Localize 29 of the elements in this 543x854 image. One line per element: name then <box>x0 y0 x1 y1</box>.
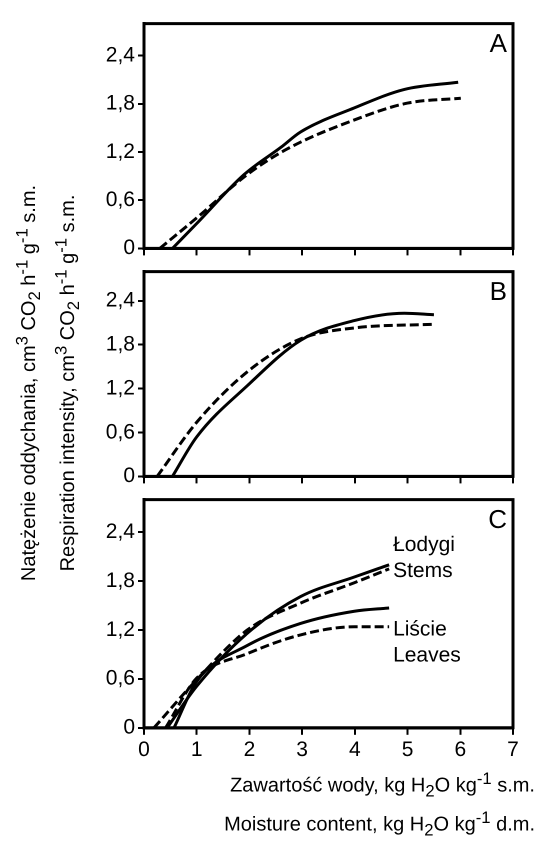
x-tick-label: 5 <box>402 738 414 762</box>
y-tick-label: 0 <box>123 716 135 739</box>
y-tick-label: 1,8 <box>106 332 135 356</box>
x-tick-label: 3 <box>296 738 308 762</box>
y-tick-label: 0,6 <box>106 420 135 444</box>
y-tick-label: 2,4 <box>106 520 136 543</box>
chart-title: C <box>488 504 507 534</box>
annotation: Łodygi Stems <box>393 533 455 582</box>
y-tick-label: 0 <box>123 464 135 488</box>
y-tick-label: 2,4 <box>106 44 136 67</box>
y-tick-label: 1,2 <box>106 618 135 641</box>
y-tick-label: 0,6 <box>106 666 135 690</box>
y-tick-label: 1,2 <box>106 140 135 163</box>
y-tick-label: 0,6 <box>106 188 135 212</box>
x-tick-label: 7 <box>507 738 519 762</box>
chart-title: A <box>490 28 508 58</box>
x-tick-label: 6 <box>454 738 466 762</box>
y-tick-label: 1,2 <box>106 376 135 400</box>
y-tick-label: 1,8 <box>106 568 135 592</box>
text: Zawartość wody, kg H$_{2}$O kg$^{-1}$ s.m. Moisture content, kg H$_{2}$O kg$^{-1}$ d.m. <box>224 769 535 840</box>
annotation: Liście Leaves <box>393 617 461 666</box>
y-tick-label: 0 <box>123 236 135 260</box>
x-tick-label: 2 <box>244 738 256 762</box>
chart-title: B <box>490 276 507 306</box>
y-tick-label: 1,8 <box>106 92 135 115</box>
x-tick-label: 4 <box>349 738 362 762</box>
x-tick-label: 0 <box>138 738 150 762</box>
y-tick-label: 2,4 <box>106 288 136 312</box>
x-tick-label: 1 <box>190 738 203 762</box>
